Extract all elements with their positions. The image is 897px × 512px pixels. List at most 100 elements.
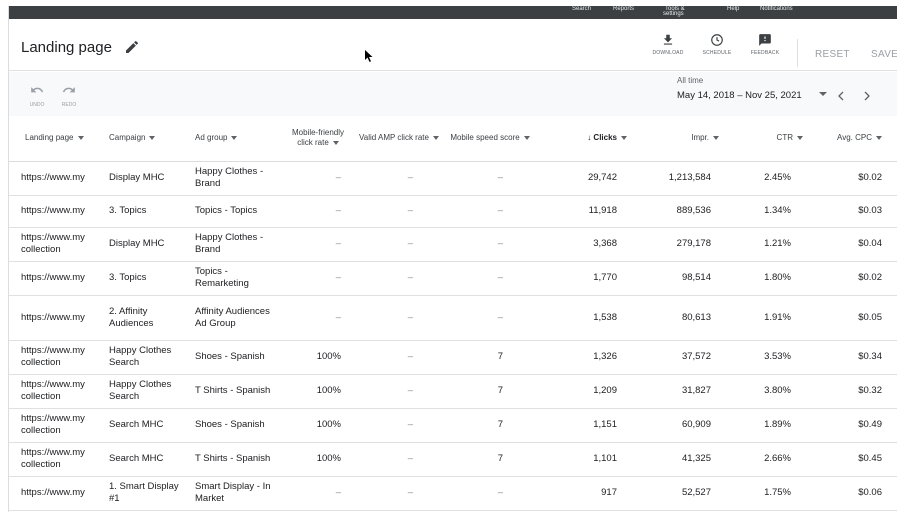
cell-mobile-speed-score: – [443, 295, 537, 341]
nav-search[interactable]: Search [572, 6, 592, 12]
column-header-clicks[interactable]: ↓ Clicks [537, 116, 631, 162]
cell-impr: 98,514 [631, 261, 723, 296]
nav-tools[interactable]: Tools & [665, 6, 685, 12]
clock-icon [711, 34, 723, 46]
column-header-label: Valid AMP click rate [359, 133, 429, 143]
cell-mobile-speed-score: 7 [443, 340, 537, 375]
column-header-mobile-speed-score[interactable]: Mobile speed score [443, 116, 537, 162]
cell-campaign: Search MHC [105, 442, 191, 477]
column-header-campaign[interactable]: Campaign [105, 116, 191, 162]
cell-valid-amp-click-rate: – [355, 340, 443, 375]
table-row[interactable]: https://www.my collection Search MHC T Shi… [9, 442, 897, 477]
column-header-ad-group[interactable]: Ad group [191, 116, 281, 162]
table-row[interactable]: https://www.my collection Display MHC Happ… [9, 227, 897, 262]
cell-landing-page[interactable]: https://www.my collection [9, 227, 105, 262]
cell-avg-cpc: $0.49 [807, 408, 897, 443]
column-header-ctr[interactable]: CTR [723, 116, 807, 162]
cell-valid-amp-click-rate: – [355, 295, 443, 341]
cell-ctr: 1.80% [723, 261, 807, 296]
date-range-label: All time [677, 76, 704, 85]
schedule-button[interactable]: SCHEDULE [694, 33, 740, 56]
nav-help[interactable]: Help [727, 6, 740, 12]
cell-mobile-friendly-click-rate: – [281, 476, 355, 511]
caret-down-icon [432, 136, 439, 141]
caret-down-icon [621, 136, 627, 141]
nav-reports[interactable]: Reports [613, 6, 635, 12]
cell-valid-amp-click-rate: – [355, 476, 443, 511]
cell-mobile-speed-score: – [443, 227, 537, 262]
cell-mobile-friendly-click-rate: 100% [281, 374, 355, 409]
caret-down-icon [77, 136, 84, 141]
cell-avg-cpc: $0.32 [807, 374, 897, 409]
caret-down-icon [231, 136, 238, 141]
column-header-mobile-friendly-click-rate[interactable]: Mobile-friendly click rate [281, 116, 355, 162]
feedback-button[interactable]: FEEDBACK [742, 33, 788, 56]
column-header-valid-amp-click-rate[interactable]: Valid AMP click rate [355, 116, 443, 162]
cell-mobile-friendly-click-rate: 100% [281, 408, 355, 443]
column-header-landing-page[interactable]: Landing page [9, 116, 105, 162]
table-row[interactable]: https://www.my collection Happy Clothes S… [9, 340, 897, 375]
nav-notifications[interactable]: Notifications [760, 6, 793, 12]
cell-avg-cpc: $0.03 [807, 195, 897, 228]
chevron-right-icon[interactable] [861, 90, 873, 102]
cell-impr: 1,213,584 [631, 161, 723, 196]
cell-ad-group: Shoes - Spanish [191, 340, 281, 375]
chevron-left-icon[interactable] [835, 90, 847, 102]
column-header-label: Landing page [25, 133, 74, 143]
column-header-label: Avg. CPC [837, 133, 872, 143]
undo-button[interactable]: UNDO [25, 82, 49, 108]
cell-ctr: 1.21% [723, 227, 807, 262]
cell-landing-page[interactable]: https://www.my collection [9, 442, 105, 477]
redo-button[interactable]: REDO [57, 82, 81, 108]
date-range-picker[interactable]: May 14, 2018 – Nov 25, 2021 [677, 90, 802, 101]
cell-valid-amp-click-rate: – [355, 374, 443, 409]
schedule-label: SCHEDULE [702, 50, 732, 56]
cell-ad-group: T Shirts - Spanish [191, 374, 281, 409]
cell-campaign: Display MHC [105, 227, 191, 262]
save-button[interactable]: SAVE [871, 49, 897, 60]
table-row[interactable]: https://www.my 3. Topics Topics - Remarket… [9, 261, 897, 296]
table-row[interactable]: https://www.my 2. Affinity Audiences Affin… [9, 295, 897, 341]
cell-ad-group: Happy Clothes - Brand [191, 227, 281, 262]
sort-arrow-down-icon: ↓ [587, 133, 594, 143]
chevron-down-icon[interactable] [819, 92, 827, 96]
cell-mobile-friendly-click-rate: – [281, 261, 355, 296]
cell-landing-page[interactable]: https://www.my collection [9, 340, 105, 375]
cell-impr: 52,527 [631, 476, 723, 511]
reset-button[interactable]: RESET [815, 49, 850, 60]
cell-landing-page[interactable]: https://www.my [9, 261, 105, 296]
cell-landing-page[interactable]: https://www.my [9, 476, 105, 511]
pencil-icon[interactable] [124, 39, 140, 55]
column-header-label: Campaign [109, 133, 146, 143]
cell-landing-page[interactable]: https://www.my collection [9, 408, 105, 443]
table-row[interactable]: https://www.my 1. Smart Display #1 Smart D… [9, 476, 897, 511]
cell-avg-cpc: $0.02 [807, 161, 897, 196]
cell-avg-cpc: $0.02 [807, 261, 897, 296]
table-row[interactable]: https://www.my 3. Topics Topics - Topics – –… [9, 195, 897, 228]
cell-impr: 279,178 [631, 227, 723, 262]
cell-ctr: 3.53% [723, 340, 807, 375]
column-header-impr[interactable]: Impr. [631, 116, 723, 162]
undo-label: UNDO [29, 102, 45, 108]
table-row[interactable]: https://www.my collection Happy Clothes S… [9, 374, 897, 409]
download-button[interactable]: DOWNLOAD [645, 33, 691, 56]
cell-landing-page[interactable]: https://www.my collection [9, 374, 105, 409]
cell-ctr: 2.66% [723, 442, 807, 477]
column-header-label: Clicks [593, 133, 617, 143]
column-header-avg-cpc[interactable]: Avg. CPC [807, 116, 897, 162]
caret-down-icon [797, 136, 803, 141]
cell-mobile-friendly-click-rate: 100% [281, 340, 355, 375]
cell-landing-page[interactable]: https://www.my [9, 295, 105, 341]
cell-impr: 41,325 [631, 442, 723, 477]
cell-landing-page[interactable]: https://www.my [9, 161, 105, 196]
table-header-row: Landing page Campaign Ad group Mobile-fr… [9, 116, 897, 162]
nav-settings[interactable]: settings [663, 11, 684, 17]
cell-avg-cpc: $0.06 [807, 476, 897, 511]
table-row[interactable]: https://www.my collection Search MHC Shoes… [9, 408, 897, 443]
cell-ctr: 1.34% [723, 195, 807, 228]
table-row[interactable]: https://www.my Display MHC Happy Clothes -… [9, 161, 897, 196]
cell-campaign: 1. Smart Display #1 [105, 476, 191, 511]
caret-down-icon [332, 141, 339, 146]
cell-avg-cpc: $0.05 [807, 295, 897, 341]
cell-landing-page[interactable]: https://www.my [9, 195, 105, 228]
